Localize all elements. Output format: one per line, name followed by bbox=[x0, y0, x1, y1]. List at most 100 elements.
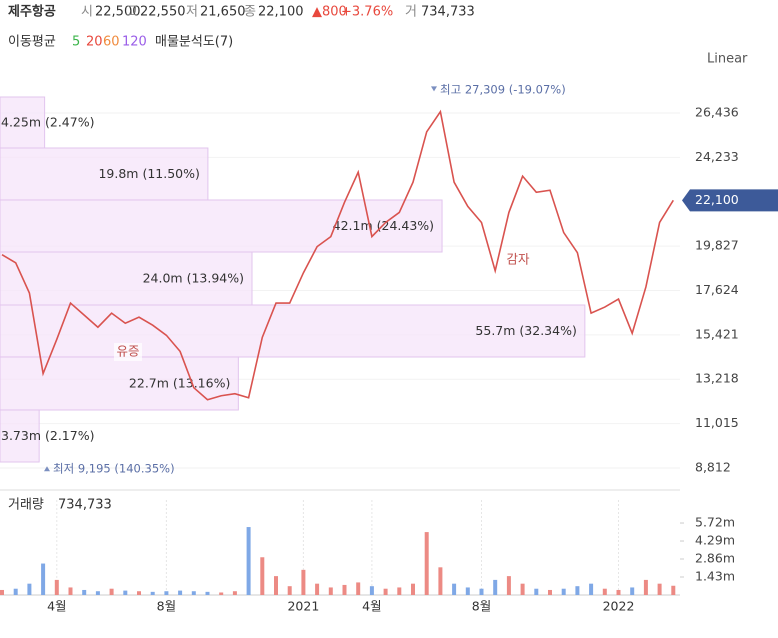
y-tick-label: 5.72m bbox=[695, 515, 735, 530]
volume-bar bbox=[630, 587, 635, 595]
volume-profile-label: 24.0m (13.94%) bbox=[143, 270, 244, 285]
y-tick-label: 11,015 bbox=[695, 415, 739, 430]
volume-profile-label: 4.25m (2.47%) bbox=[1, 114, 94, 129]
volume-bar bbox=[41, 563, 46, 595]
quote-label: 시 bbox=[81, 5, 93, 20]
volume-bar bbox=[191, 591, 196, 595]
y-tick-label: 1.43m bbox=[695, 569, 735, 584]
profile-percent: (24.43%) bbox=[377, 217, 434, 232]
y-tick-label: 2.86m bbox=[695, 551, 735, 566]
x-tick-label: 2021 bbox=[287, 599, 319, 614]
volume-bar bbox=[397, 587, 402, 595]
quote-label: 종 bbox=[244, 5, 256, 20]
volume-bar bbox=[671, 585, 676, 595]
annotation-marker bbox=[44, 466, 50, 472]
volume-bar bbox=[438, 567, 443, 595]
volume-bar bbox=[575, 586, 580, 595]
volume-bar bbox=[424, 532, 429, 595]
volume-bar bbox=[274, 576, 278, 595]
x-tick-label: 8월 bbox=[472, 599, 491, 614]
volume-bar bbox=[95, 591, 100, 595]
volume-profile-bar bbox=[0, 96, 46, 149]
profile-value: 19.8m bbox=[98, 165, 138, 180]
volume-bar bbox=[383, 588, 388, 595]
volume-bar bbox=[589, 583, 594, 595]
volume-profile-bar bbox=[0, 304, 586, 358]
ma-period: 120 bbox=[122, 35, 147, 50]
volume-bar bbox=[109, 588, 114, 595]
volume-bar bbox=[315, 583, 320, 595]
volume-bar bbox=[260, 557, 265, 595]
volume-bar bbox=[616, 589, 621, 595]
quote-label: 고 bbox=[126, 5, 138, 20]
volume-bar bbox=[287, 586, 292, 595]
y-tick-label: 17,624 bbox=[695, 282, 739, 297]
price-line bbox=[1, 109, 674, 401]
volume-bar bbox=[342, 584, 347, 595]
volume-bar bbox=[0, 589, 4, 595]
volume-profile-bar bbox=[0, 147, 209, 201]
volume-bar bbox=[520, 583, 525, 595]
volume-bar bbox=[493, 579, 498, 595]
profile-value: 42.1m bbox=[333, 217, 373, 232]
volume-profile-label: 22.7m (13.16%) bbox=[129, 375, 230, 390]
quote-label: 저 bbox=[186, 5, 198, 20]
volume-bar bbox=[602, 588, 607, 595]
annotation-value: 27,309 bbox=[465, 82, 505, 96]
event-box bbox=[114, 343, 142, 361]
x-tick-label: 4월 bbox=[362, 599, 381, 614]
profile-legend[interactable]: 매물분석도(7) bbox=[155, 35, 233, 50]
event-box bbox=[504, 251, 532, 269]
volume-bar bbox=[232, 591, 237, 595]
volume-profile-bar bbox=[0, 199, 443, 253]
volume-title: 거래량 bbox=[8, 498, 44, 513]
profile-percent: (13.16%) bbox=[173, 375, 230, 390]
volume-bar bbox=[479, 588, 484, 595]
profile-value: 4.25m bbox=[1, 114, 41, 129]
y-tick-label: 26,436 bbox=[695, 104, 739, 119]
scale-mode[interactable]: Linear bbox=[707, 52, 748, 67]
volume-bar bbox=[643, 579, 648, 595]
change: ▲800 bbox=[312, 5, 347, 20]
volume-profile-bar bbox=[0, 356, 239, 411]
profile-percent: (32.34%) bbox=[519, 322, 576, 337]
volume-bar bbox=[411, 583, 415, 595]
ma-period: 20 bbox=[86, 35, 103, 50]
y-tick-label: 19,827 bbox=[695, 238, 739, 253]
volume-profile-bar bbox=[0, 251, 253, 306]
x-tick-label: 4월 bbox=[47, 599, 66, 614]
annotation-text: 최고 bbox=[440, 82, 461, 96]
volume-title-value: 734,733 bbox=[58, 498, 112, 513]
volume-bar bbox=[356, 582, 361, 595]
volume-bar bbox=[54, 579, 59, 595]
volume-bar bbox=[301, 569, 306, 595]
annotation-marker bbox=[431, 86, 437, 92]
current-price-label: 22,100 bbox=[695, 192, 739, 207]
stock-name: 제주항공 bbox=[8, 4, 56, 20]
annotation: 최저 9,195 (140.35%) bbox=[53, 461, 175, 475]
volume-bar bbox=[561, 588, 566, 595]
y-tick-label: 24,233 bbox=[695, 149, 739, 164]
volume-bar bbox=[328, 587, 333, 595]
x-tick-label: 2022 bbox=[603, 599, 635, 614]
volume-profile-bar bbox=[0, 409, 40, 463]
volume-profile-label: 3.73m (2.17%) bbox=[1, 427, 94, 442]
quote-value: 22,550 bbox=[140, 5, 186, 20]
volume-profile-label: 42.1m (24.43%) bbox=[333, 217, 434, 232]
profile-value: 3.73m bbox=[1, 427, 41, 442]
volume-bar bbox=[534, 588, 539, 595]
volume-bar bbox=[150, 591, 155, 595]
volume-bar bbox=[246, 527, 251, 595]
volume-bar bbox=[164, 591, 169, 595]
volume-label: 거 bbox=[405, 5, 417, 20]
volume-bar bbox=[13, 588, 18, 595]
volume-bar bbox=[82, 589, 87, 595]
ma-period: 60 bbox=[103, 35, 120, 50]
annotation-change: (-19.07%) bbox=[509, 82, 566, 96]
profile-value: 22.7m bbox=[129, 375, 169, 390]
annotation-change: (140.35%) bbox=[114, 461, 174, 475]
y-tick-label: 4.29m bbox=[695, 533, 735, 548]
x-tick-label: 8월 bbox=[157, 599, 176, 614]
profile-percent: (2.47%) bbox=[45, 114, 94, 129]
